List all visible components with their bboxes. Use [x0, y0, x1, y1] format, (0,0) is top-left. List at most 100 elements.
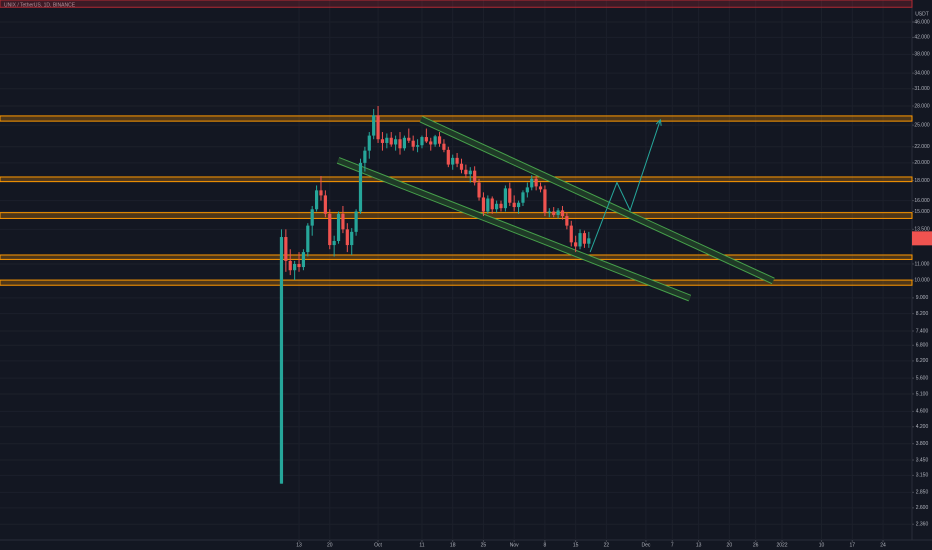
candle-body	[420, 137, 424, 146]
x-tick-label: 10	[819, 542, 825, 548]
y-tick-label: 16.000	[914, 198, 930, 204]
candle-body	[407, 137, 411, 141]
y-tick-label: 15.000	[914, 209, 930, 215]
last-price-marker	[912, 231, 932, 246]
candle-body	[530, 178, 534, 188]
candle-body	[415, 145, 420, 147]
candle-body	[481, 197, 486, 212]
candle-body	[574, 242, 578, 247]
y-tick-label: 20.000	[914, 160, 930, 166]
projection-path	[589, 119, 661, 253]
y-tick-label: 9.000	[916, 295, 929, 301]
y-tick-label: 38.000	[914, 52, 930, 58]
y-tick-label: 42.000	[914, 35, 930, 41]
x-tick-label: Nov	[510, 542, 519, 548]
price-zone	[0, 0, 913, 8]
candle-body	[424, 137, 428, 142]
candle-body	[565, 216, 569, 226]
candle-body	[293, 263, 297, 271]
y-tick-label: 25.000	[914, 122, 930, 128]
y-tick-label: 2.600	[916, 505, 929, 511]
candle-body	[350, 231, 354, 246]
x-tick-label: 11	[419, 542, 424, 548]
candle-body	[279, 237, 284, 484]
candle-body	[512, 202, 516, 208]
candle-body	[429, 141, 433, 145]
y-tick-label: 34.000	[914, 70, 930, 76]
candle-body	[468, 170, 472, 175]
x-tick-label: Dec	[641, 542, 650, 548]
candle-body	[336, 213, 341, 241]
candle-body	[543, 189, 547, 213]
y-tick-label: 7.400	[916, 328, 929, 334]
candle-body	[389, 137, 393, 145]
candle-body	[582, 233, 587, 244]
candle-body	[306, 225, 310, 253]
candle-body	[560, 210, 565, 217]
candle-body	[319, 190, 323, 196]
price-zone	[0, 212, 913, 219]
y-tick-label: 13.500	[914, 227, 930, 233]
candle-body	[385, 137, 389, 143]
price-zone	[0, 176, 913, 183]
candle-body	[332, 240, 336, 246]
candle-body	[345, 229, 349, 246]
y-tick-label: 8.200	[916, 311, 929, 317]
candle-body	[376, 115, 380, 140]
candle-body	[314, 190, 319, 210]
candle-body	[402, 137, 407, 149]
candle-body	[587, 238, 591, 244]
candle-body	[437, 136, 442, 144]
candle-body	[499, 203, 503, 209]
candle-body	[328, 213, 332, 246]
candle-body	[310, 209, 314, 226]
y-tick-label: 10.000	[914, 277, 930, 283]
candle-body	[297, 263, 301, 268]
candle-body	[569, 225, 573, 243]
candle-body	[547, 211, 551, 213]
x-tick-label: 13	[696, 542, 702, 548]
y-tick-label: 5.100	[916, 391, 929, 397]
candle-body	[380, 139, 385, 143]
price-axis-unit: USDT	[915, 11, 929, 17]
x-tick-label: 15	[573, 542, 579, 548]
y-tick-label: 28.000	[914, 103, 930, 109]
y-tick-label: 2.850	[916, 490, 929, 496]
candle-body	[490, 198, 494, 210]
candle-body	[534, 178, 538, 187]
x-tick-label: 8	[544, 542, 547, 548]
y-tick-label: 5.600	[916, 375, 929, 381]
x-tick-label: 20	[327, 542, 333, 548]
candle-body	[473, 170, 477, 183]
price-zone	[0, 279, 913, 286]
x-tick-label: 7	[671, 542, 674, 548]
candle-body	[451, 157, 455, 165]
candle-body	[323, 195, 327, 214]
candle-body	[354, 211, 358, 232]
candle-body	[446, 149, 450, 165]
candle-body	[578, 233, 582, 247]
candle-body	[556, 210, 560, 215]
x-tick-label: 26	[753, 542, 759, 548]
x-tick-label: 18	[450, 542, 456, 548]
y-tick-label: 22.000	[914, 144, 930, 150]
x-tick-label: 24	[880, 542, 886, 548]
candle-body	[288, 260, 292, 271]
x-tick-label: 20	[727, 542, 733, 548]
candle-body	[372, 115, 376, 136]
x-tick-label: 25	[481, 542, 487, 548]
candle-body	[508, 188, 512, 203]
candle-body	[486, 198, 490, 212]
x-tick-label: 17	[850, 542, 856, 548]
candle-body	[398, 139, 402, 149]
y-tick-label: 46.000	[914, 19, 930, 25]
x-tick-label: 2022	[776, 542, 787, 548]
candle-body	[284, 237, 288, 261]
price-zone	[0, 115, 913, 122]
y-tick-label: 31.000	[914, 86, 930, 92]
candle-body	[521, 192, 525, 203]
candle-body	[464, 169, 468, 175]
candle-body	[495, 203, 499, 210]
y-tick-label: 4.600	[916, 409, 929, 415]
